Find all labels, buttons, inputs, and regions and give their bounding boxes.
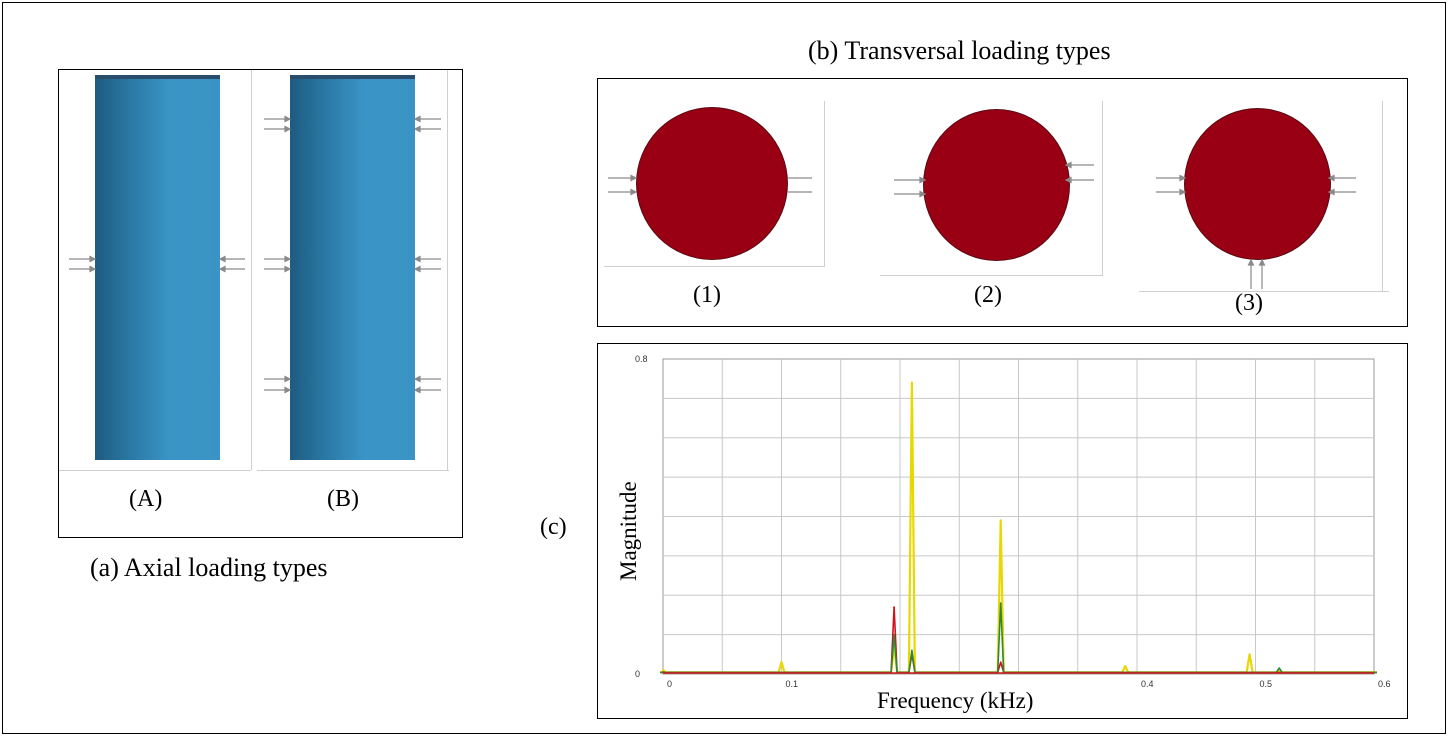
image-2-bottom-rule — [880, 275, 1103, 276]
image-3-right-rule — [1382, 101, 1383, 291]
x-tick-label: 0.6 — [1378, 679, 1391, 689]
image-a-right-rule — [251, 70, 252, 470]
label-b-upper: (B) — [327, 486, 359, 512]
series-peak-1 — [999, 661, 1002, 663]
chart-ticks: 0 0.1 0.4 0.5 0.6 0 0.8 — [635, 354, 1391, 689]
chart-series — [660, 381, 1377, 674]
disc-3 — [1184, 108, 1331, 260]
disc-1 — [636, 107, 788, 260]
label-1: (1) — [693, 282, 721, 308]
image-b-right-rule — [447, 70, 448, 470]
image-2-right-rule — [1102, 101, 1103, 275]
disc-2 — [923, 109, 1070, 261]
x-tick-label: 0 — [667, 679, 672, 689]
series-peak-0 — [999, 519, 1002, 522]
panel-b-title: (b) Transversal loading types — [808, 36, 1111, 65]
x-axis-label: Frequency (kHz) — [877, 688, 1034, 713]
y-axis-label: Magnitude — [616, 481, 641, 581]
x-tick-label: 0.5 — [1260, 679, 1273, 689]
series-peak-0 — [1124, 665, 1126, 667]
image-b-bottom-rule — [257, 470, 449, 471]
series-peak-2 — [999, 602, 1002, 604]
panel-a-caption: (a) Axial loading types — [90, 553, 328, 582]
series-peak-0 — [911, 381, 913, 384]
x-tick-label: 0.1 — [786, 679, 799, 689]
image-3-bottom-rule — [1139, 291, 1389, 292]
spectrum-chart: 0 0.1 0.4 0.5 0.6 0 0.8 — [635, 354, 1391, 689]
series-peak-2 — [911, 649, 913, 652]
series-peak-2 — [893, 633, 895, 636]
series-peak-1 — [893, 606, 895, 608]
image-a-bottom-rule — [59, 470, 251, 471]
y-tick-label: 0.8 — [635, 354, 648, 364]
panel-c-letter: (c) — [540, 514, 567, 540]
x-tick-label: 0.4 — [1141, 679, 1154, 689]
transversal-load-arrows — [608, 161, 1356, 289]
chart-grid — [662, 358, 1375, 675]
label-a-upper: (A) — [129, 486, 163, 512]
axial-load-arrows — [69, 115, 441, 394]
panel-b-box: (1) (2) (3) — [597, 78, 1408, 327]
series-peak-0 — [1248, 653, 1251, 656]
label-3: (3) — [1235, 290, 1263, 316]
cylinder-b — [290, 75, 415, 460]
panel-a-box: (A) (B) — [58, 69, 463, 538]
panel-c-box: 0 0.1 0.4 0.5 0.6 0 0.8 Frequency (kHz) Magnit… — [597, 343, 1408, 719]
y-tick-label: 0 — [635, 669, 640, 679]
cylinder-a — [95, 75, 220, 460]
image-1-bottom-rule — [604, 266, 825, 267]
series-peak-0 — [780, 661, 783, 663]
series-peak-0 — [662, 669, 664, 671]
label-2: (2) — [974, 282, 1002, 308]
image-1-right-rule — [824, 101, 825, 266]
series-peak-2 — [1278, 667, 1280, 669]
